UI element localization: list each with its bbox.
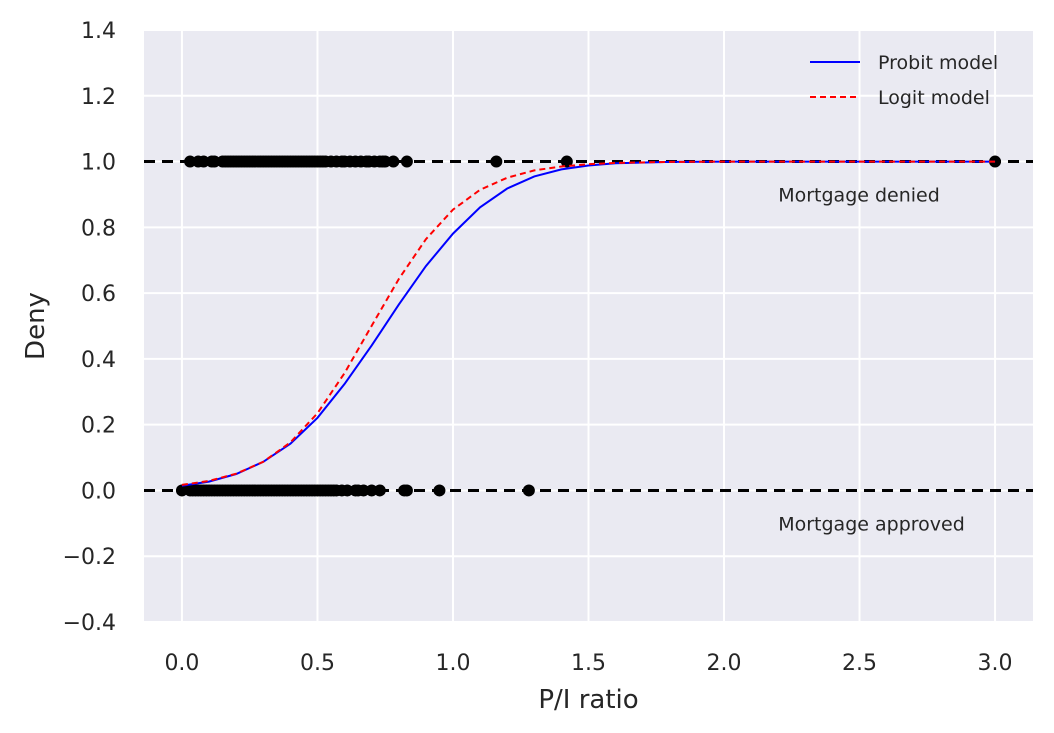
model-curves (181, 160, 996, 487)
observation-point-approved (400, 484, 413, 497)
y-tick-label: 0.2 (81, 414, 116, 439)
y-tick-label: 0.8 (81, 216, 116, 241)
x-tick-label: 0.5 (300, 651, 335, 676)
x-tick-label: 2.5 (842, 651, 877, 676)
annotation-approved: Mortgage approved (778, 513, 965, 535)
observation-point-approved (373, 484, 386, 497)
legend-label-probit: Probit model (878, 52, 998, 74)
x-tick-label: 0.0 (164, 651, 199, 676)
y-tick-label: 0.6 (81, 282, 116, 307)
x-tick-label: 2.0 (707, 651, 742, 676)
y-tick-label: 0.0 (81, 479, 116, 504)
annotation-denied: Mortgage denied (778, 184, 940, 206)
y-axis-label: Deny (21, 292, 51, 360)
observation-point-denied (387, 155, 400, 168)
y-tick-label: 0.4 (81, 348, 116, 373)
x-tick-label: 1.5 (571, 651, 606, 676)
legend-label-logit: Logit model (878, 87, 990, 109)
y-tick-label: 1.0 (81, 151, 116, 176)
x-tick-label: 3.0 (978, 651, 1013, 676)
annotations: Mortgage denied Mortgage approved (778, 184, 965, 535)
y-ticks: −0.4 −0.2 0.0 0.2 0.4 0.6 0.8 1.0 1.2 1.4 (63, 19, 116, 636)
y-tick-label: 1.2 (81, 85, 116, 110)
observation-point-approved (522, 484, 535, 497)
observation-point-denied (400, 155, 413, 168)
observation-point-denied (490, 155, 503, 168)
x-tick-label: 1.0 (435, 651, 470, 676)
y-tick-label: 1.4 (81, 19, 116, 44)
x-axis-label: P/I ratio (538, 685, 638, 715)
observation-point-denied (560, 155, 573, 168)
x-ticks: 0.0 0.5 1.0 1.5 2.0 2.5 3.0 (164, 651, 1012, 676)
series-line-logit (181, 160, 996, 486)
y-tick-label: −0.2 (63, 545, 116, 570)
legend: Probit model Logit model (810, 52, 998, 109)
y-tick-label: −0.4 (63, 611, 116, 636)
observation-point-approved (433, 484, 446, 497)
